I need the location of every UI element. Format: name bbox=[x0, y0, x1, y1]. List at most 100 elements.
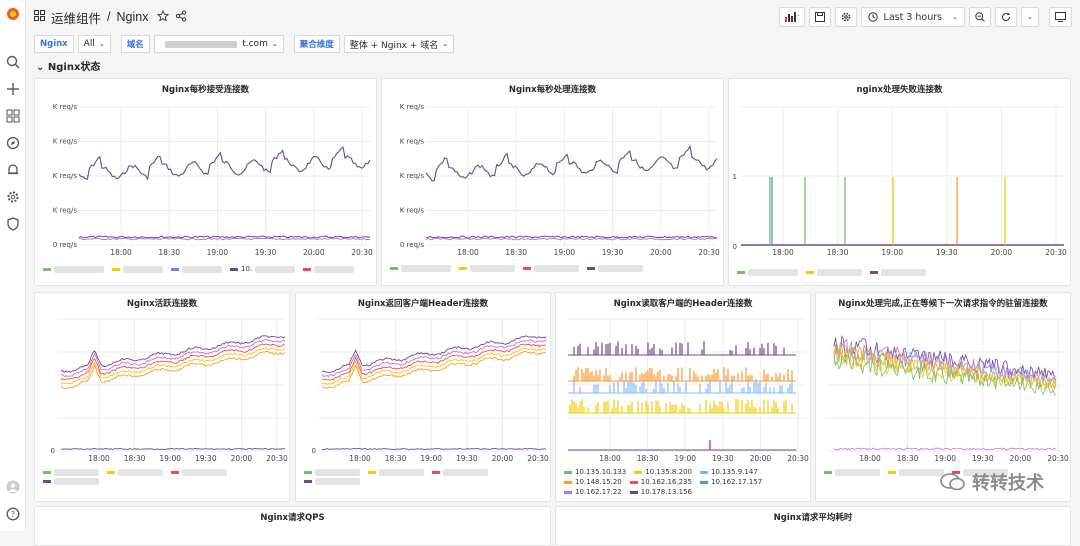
legend-item[interactable] bbox=[390, 265, 451, 272]
zoom-out-button[interactable] bbox=[969, 7, 991, 27]
x-tick-label: 20:30 bbox=[351, 248, 373, 257]
variable-value-aggregation: 整体 + Nginx + 域名 bbox=[350, 38, 439, 51]
x-tick-label: 18:00 bbox=[457, 248, 479, 257]
x-tick-label: 18:30 bbox=[897, 454, 919, 463]
dashboards-icon[interactable] bbox=[5, 108, 21, 124]
alerting-bell-icon[interactable] bbox=[5, 162, 21, 178]
legend-item[interactable]: 10.148.15.20 bbox=[564, 478, 622, 486]
add-panel-button[interactable]: + bbox=[779, 7, 805, 27]
help-icon[interactable]: ? bbox=[5, 506, 21, 522]
legend-item[interactable]: 10.162.17.157 bbox=[700, 478, 762, 486]
legend-item[interactable] bbox=[304, 469, 360, 476]
legend-item[interactable] bbox=[888, 469, 944, 476]
legend-item[interactable] bbox=[432, 469, 488, 476]
server-admin-shield-icon[interactable] bbox=[5, 216, 21, 232]
legend-item[interactable] bbox=[171, 469, 227, 476]
y-tick-label: K req/s bbox=[53, 207, 78, 215]
breadcrumb-folder[interactable]: 运维组件 bbox=[51, 8, 101, 27]
x-tick-label: 20:00 bbox=[650, 248, 672, 257]
legend-item[interactable] bbox=[303, 265, 354, 273]
variable-label-nginx: Nginx bbox=[34, 35, 74, 53]
x-tick-label: 19:30 bbox=[195, 454, 217, 463]
x-tick-label: 20:00 bbox=[991, 248, 1013, 257]
tv-monitor-icon bbox=[1055, 12, 1066, 22]
legend-item[interactable] bbox=[43, 265, 104, 273]
legend-item[interactable] bbox=[43, 478, 99, 485]
variable-select-domain[interactable]: t.com⌄ bbox=[154, 35, 284, 53]
create-plus-icon[interactable] bbox=[5, 81, 21, 97]
legend-item[interactable] bbox=[304, 478, 360, 485]
refresh-interval-dropdown[interactable]: ⌄ bbox=[1021, 7, 1039, 27]
series-line bbox=[79, 147, 370, 179]
star-icon[interactable] bbox=[157, 10, 169, 25]
breadcrumb-dashboard[interactable]: Nginx bbox=[117, 10, 149, 24]
legend-item[interactable] bbox=[368, 469, 424, 476]
chevron-down-icon: ⌄ bbox=[442, 40, 448, 48]
y-tick-label: K req/s bbox=[400, 207, 425, 215]
legend-item[interactable] bbox=[459, 265, 515, 272]
y-tick-label: 0 req/s bbox=[53, 241, 78, 249]
x-tick-label: 20:30 bbox=[266, 454, 288, 463]
x-tick-label: 19:00 bbox=[934, 454, 956, 463]
legend-item[interactable] bbox=[171, 265, 222, 273]
series-line bbox=[322, 449, 546, 450]
dashboards-grid-icon[interactable] bbox=[34, 10, 45, 24]
legend-label: 10.135.8.200 bbox=[645, 468, 692, 476]
x-tick-label: 20:30 bbox=[1045, 248, 1067, 257]
legend-item[interactable] bbox=[523, 265, 579, 272]
variable-select-nginx[interactable]: All ⌄ bbox=[78, 35, 111, 53]
legend-item[interactable]: 10.162.17.22 bbox=[564, 488, 622, 496]
x-tick-label: 18:00 bbox=[88, 454, 110, 463]
row-title-nginx-status[interactable]: ⌄ Nginx状态 bbox=[36, 58, 100, 73]
panel-legend bbox=[43, 469, 288, 485]
dashboard-settings-button[interactable] bbox=[835, 7, 857, 27]
share-icon[interactable] bbox=[175, 10, 187, 25]
panel-request-avg-latency[interactable]: Nginx请求平均耗时 bbox=[555, 506, 1071, 546]
search-icon[interactable] bbox=[5, 54, 21, 70]
legend-item[interactable] bbox=[737, 269, 798, 276]
legend-item[interactable] bbox=[107, 469, 163, 476]
variable-value-nginx: All bbox=[84, 39, 95, 49]
save-dashboard-button[interactable] bbox=[809, 7, 831, 27]
chevron-down-icon: ⌄ bbox=[36, 62, 48, 73]
panel-title: Nginx请求平均耗时 bbox=[556, 511, 1070, 523]
explore-compass-icon[interactable] bbox=[5, 135, 21, 151]
template-variables: Nginx All⌄ 域名 t.com⌄ 聚合维度 整体 + Nginx + 域… bbox=[34, 35, 460, 53]
y-tick-label: 0 bbox=[733, 243, 737, 251]
refresh-button[interactable] bbox=[995, 7, 1017, 27]
x-tick-label: 20:00 bbox=[303, 248, 325, 257]
variable-select-aggregation[interactable]: 整体 + Nginx + 域名⌄ bbox=[344, 35, 454, 53]
chevron-down-icon: ⌄ bbox=[1027, 13, 1033, 21]
legend-label: 10.162.17.157 bbox=[711, 478, 762, 486]
legend-item[interactable] bbox=[112, 265, 163, 273]
panel-request-qps[interactable]: Nginx请求QPS bbox=[34, 506, 551, 546]
legend-item[interactable]: 10.135.10.133 bbox=[564, 468, 626, 476]
legend-item[interactable]: 10. bbox=[230, 265, 295, 273]
x-tick-label: 18:30 bbox=[505, 248, 527, 257]
time-picker-button[interactable]: Last 3 hours ⌄ bbox=[861, 7, 965, 27]
x-tick-label: 20:30 bbox=[787, 454, 809, 463]
y-tick-label: K req/s bbox=[53, 138, 78, 146]
legend-item[interactable] bbox=[870, 269, 926, 276]
legend-item[interactable]: 10.162.16.235 bbox=[630, 478, 692, 486]
legend-label: 10. bbox=[241, 265, 252, 273]
view-mode-button[interactable] bbox=[1049, 7, 1072, 27]
configuration-gear-icon[interactable] bbox=[5, 189, 21, 205]
user-avatar-icon[interactable] bbox=[5, 479, 21, 495]
legend-item[interactable]: 10.135.8.200 bbox=[634, 468, 692, 476]
legend-item[interactable] bbox=[806, 269, 862, 276]
legend-item[interactable] bbox=[43, 469, 99, 476]
chevron-down-icon: ⌄ bbox=[99, 40, 105, 48]
legend-item[interactable]: 10.178.13.156 bbox=[630, 488, 692, 496]
legend-item[interactable] bbox=[824, 469, 880, 476]
legend-item[interactable] bbox=[587, 265, 643, 272]
grafana-logo-icon[interactable] bbox=[5, 6, 21, 22]
legend-item[interactable]: 10.135.9.147 bbox=[700, 468, 758, 476]
